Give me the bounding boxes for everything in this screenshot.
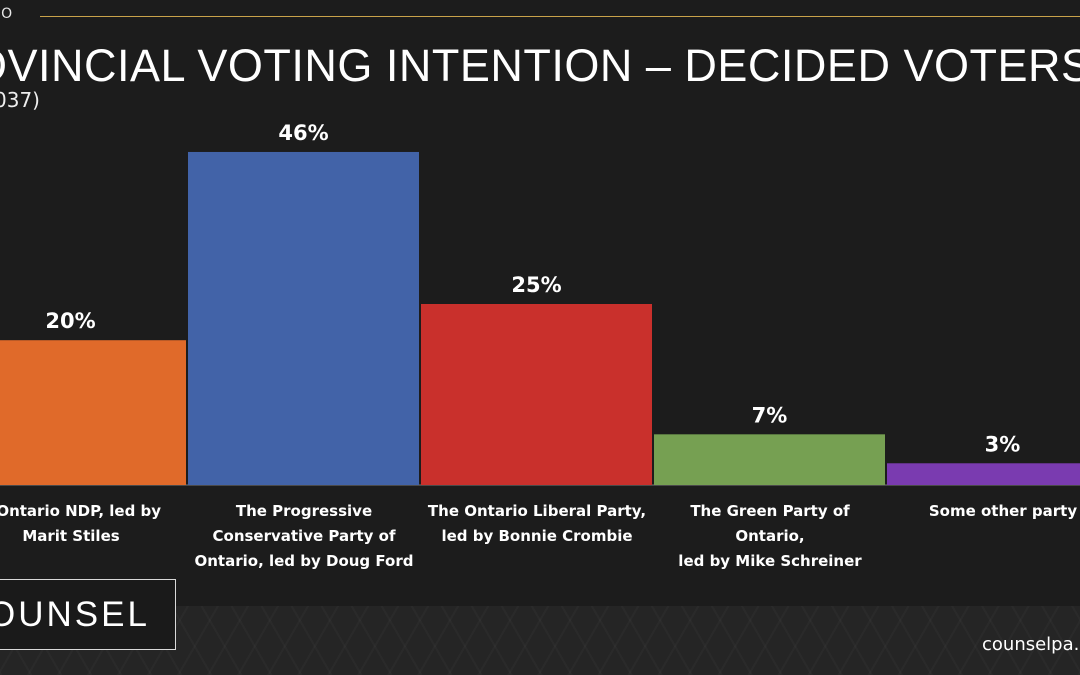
- category-label-green: The Green Party of Ontario, led by Mike S…: [654, 499, 886, 574]
- footer-band: [0, 606, 1080, 675]
- chart-title: OVINCIAL VOTING INTENTION – DECIDED VOTE…: [0, 40, 1080, 91]
- value-label-green: 7%: [752, 403, 788, 427]
- value-label-liberal: 25%: [511, 273, 561, 297]
- category-label-line: The Progressive: [235, 502, 373, 520]
- category-label-line: Marit Stiles: [22, 527, 120, 545]
- category-label-pc: The Progressive Conservative Party of Onta…: [188, 499, 420, 574]
- category-label-line: led by Mike Schreiner: [678, 552, 862, 570]
- bar-ndp: [0, 340, 186, 485]
- category-label-line: The Green Party of Ontario,: [690, 502, 850, 545]
- bar-green: [654, 434, 885, 485]
- category-label-ndp: e Ontario NDP, led by Marit Stiles: [0, 499, 187, 549]
- counsel-logo: OUNSEL: [0, 595, 150, 634]
- bar-pc: [188, 151, 419, 485]
- category-label-other: Some other party: [887, 499, 1080, 524]
- report-kicker: IO: [0, 6, 14, 22]
- value-label-pc: 46%: [278, 121, 328, 145]
- bar-other: [887, 463, 1080, 485]
- website-link[interactable]: counselpa.c: [982, 634, 1080, 655]
- logo-frame: [0, 579, 176, 650]
- chart-subtitle: 037): [0, 88, 40, 112]
- category-label-line: Some other party: [928, 502, 1078, 520]
- category-label-line: e Ontario NDP, led by: [0, 502, 162, 520]
- category-label-liberal: The Ontario Liberal Party, led by Bonnie …: [421, 499, 653, 549]
- category-label-line: Conservative Party of: [212, 527, 396, 545]
- bar-liberal: [421, 304, 652, 485]
- category-label-line: Ontario, led by Doug Ford: [194, 552, 414, 570]
- category-label-line: led by Bonnie Crombie: [441, 527, 633, 545]
- category-label-line: The Ontario Liberal Party,: [427, 502, 647, 520]
- header-rule: [40, 16, 1080, 17]
- value-label-other: 3%: [985, 432, 1021, 456]
- value-label-ndp: 20%: [45, 309, 95, 333]
